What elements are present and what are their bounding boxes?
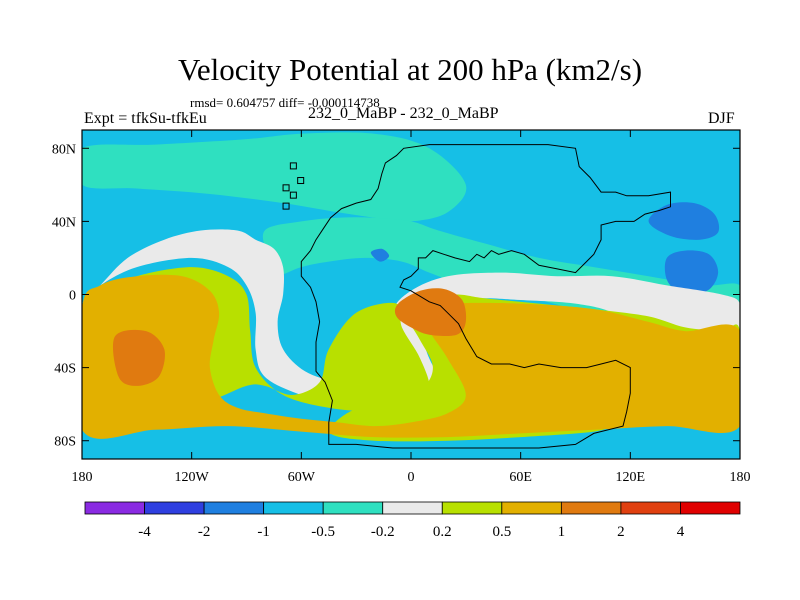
colorbar-swatch [322, 501, 384, 515]
x-tick-label: 180 [72, 470, 93, 485]
island-outline-2 [282, 184, 290, 192]
continent-outline [300, 144, 671, 449]
colorbar: -4 -2 -1 -0.5 -0.2 0.2 0.5 1 2 4 [84, 501, 741, 540]
colorbar-label: -0.2 [371, 524, 395, 540]
colorbar-swatch [620, 501, 681, 515]
colorbar-swatch [84, 501, 145, 515]
colorbar-swatch [263, 501, 324, 515]
x-tick-label: 180 [730, 470, 751, 485]
y-tick-label: 0 [69, 289, 76, 304]
x-tick-label: 60E [509, 470, 532, 485]
colorbar-label: -2 [198, 524, 211, 540]
colorbar-label: -4 [138, 524, 151, 540]
colorbar-swatch [203, 501, 265, 515]
field-region-10 [394, 288, 467, 336]
x-tick-label: 60W [288, 470, 316, 485]
x-tick-label: 120E [616, 470, 646, 485]
island-outline-3 [297, 177, 305, 185]
field-region-3 [664, 250, 719, 294]
x-tick-label: 0 [408, 470, 415, 485]
field-region-4 [370, 248, 390, 262]
y-tick-label: 40N [52, 215, 76, 230]
y-tick-label: 40S [54, 362, 76, 377]
chart-title: Velocity Potential at 200 hPa (km2/s) [177, 52, 643, 87]
stats-line: rmsd= 0.604757 diff= -0.000114738 [190, 95, 380, 110]
season-label: DJF [708, 110, 735, 127]
colorbar-swatch [560, 501, 622, 515]
y-tick-label: 80S [54, 435, 76, 450]
colorbar-swatch [680, 501, 741, 515]
coastline-layer [282, 144, 671, 449]
colorbar-swatch [441, 501, 503, 515]
colorbar-swatch [144, 501, 205, 515]
colorbar-label: 1 [558, 524, 566, 540]
island-outline-4 [289, 162, 297, 170]
contour-fill-layer [82, 130, 740, 459]
case-label: 232_0_MaBP - 232_0_MaBP [308, 105, 499, 122]
colorbar-label: 2 [617, 524, 625, 540]
y-tick-label: 80N [52, 142, 76, 157]
colorbar-swatch [501, 501, 562, 515]
colorbar-label: 4 [677, 524, 685, 540]
experiment-label: Expt = tfkSu-tfkEu [84, 110, 207, 127]
x-tick-label: 120W [175, 470, 210, 485]
island-outline-1 [289, 191, 297, 199]
colorbar-swatch [382, 501, 443, 515]
colorbar-label: -0.5 [311, 524, 335, 540]
island-outline-0 [282, 202, 290, 210]
colorbar-label: 0.2 [433, 524, 452, 540]
axis-layer: 180 120W 60W 0 60E 120E 180 80N 40N 0 40S 80S [52, 129, 751, 485]
field-region-8 [82, 274, 740, 439]
colorbar-label: 0.5 [492, 524, 511, 540]
field-region-2 [648, 202, 720, 240]
field-region-9 [112, 329, 165, 386]
colorbar-label: -1 [257, 524, 270, 540]
